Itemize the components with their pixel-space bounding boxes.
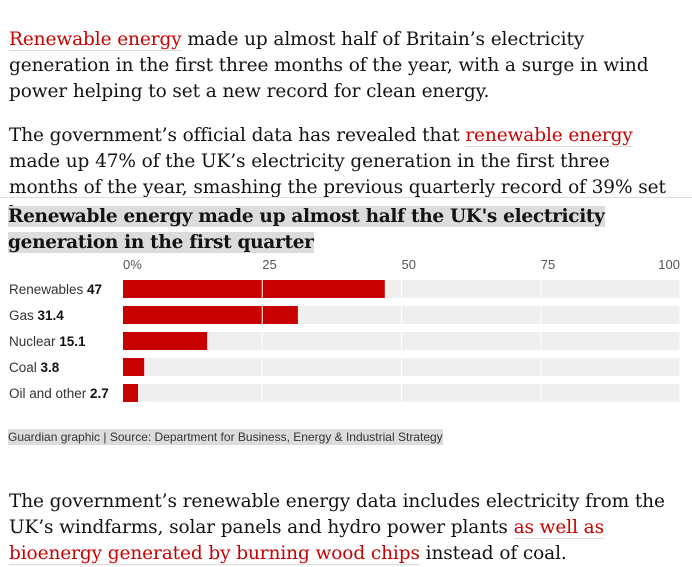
article-paragraph-1: Renewable energy made up almost half of … — [9, 27, 679, 105]
category-name: Oil and other — [9, 386, 90, 401]
bar-2 — [123, 332, 208, 350]
x-tick-label: 25 — [262, 257, 276, 272]
x-tick-label: 100 — [658, 257, 680, 272]
paragraph-1-text: made up almost half of Britain’s electri… — [9, 28, 649, 102]
category-label: Gas 31.4 — [9, 308, 64, 323]
x-tick-label: 75 — [541, 257, 555, 272]
category-label: Nuclear 15.1 — [9, 334, 86, 349]
chart-title: Renewable energy made up almost half the… — [8, 206, 605, 253]
category-name: Nuclear — [9, 334, 59, 349]
bar-0 — [123, 280, 385, 298]
renewable-energy-link[interactable]: Renewable energy — [9, 28, 182, 51]
chart-figure: Renewable energy made up almost half the… — [0, 196, 692, 456]
chart-source: Guardian graphic | Source: Department fo… — [8, 429, 443, 445]
bioenergy-wood-chips-link[interactable]: as well as bioenergy generated by burnin… — [9, 516, 604, 565]
bar-chart: 0% 25 50 75 100 Renewables 47 Gas 31.4 Nuclear … — [9, 257, 681, 406]
value-label: 31.4 — [38, 308, 65, 323]
article-paragraph-3: The government’s renewable energy data i… — [9, 489, 679, 567]
value-label: 15.1 — [59, 334, 86, 349]
x-tick-label: 50 — [402, 257, 416, 272]
category-label: Renewables 47 — [9, 282, 102, 297]
category-name: Gas — [9, 308, 38, 323]
paragraph-3-before: The government’s renewable energy data i… — [9, 490, 665, 538]
bar-4 — [123, 384, 139, 402]
category-name: Renewables — [9, 282, 87, 297]
category-name: Coal — [9, 360, 41, 375]
value-label: 2.7 — [90, 386, 109, 401]
value-label: 3.8 — [41, 360, 60, 375]
figure-top-divider — [0, 197, 692, 198]
bar-1 — [123, 306, 298, 324]
paragraph-2-before: The government’s official data has revea… — [9, 124, 466, 146]
value-label: 47 — [87, 282, 102, 297]
bar-3 — [123, 358, 145, 376]
x-tick-label: 0% — [123, 257, 142, 272]
category-label: Coal 3.8 — [9, 360, 60, 375]
category-label: Oil and other 2.7 — [9, 386, 109, 401]
renewable-energy-link-2[interactable]: renewable energy — [465, 124, 633, 147]
paragraph-3-after: instead of coal. — [419, 542, 567, 564]
